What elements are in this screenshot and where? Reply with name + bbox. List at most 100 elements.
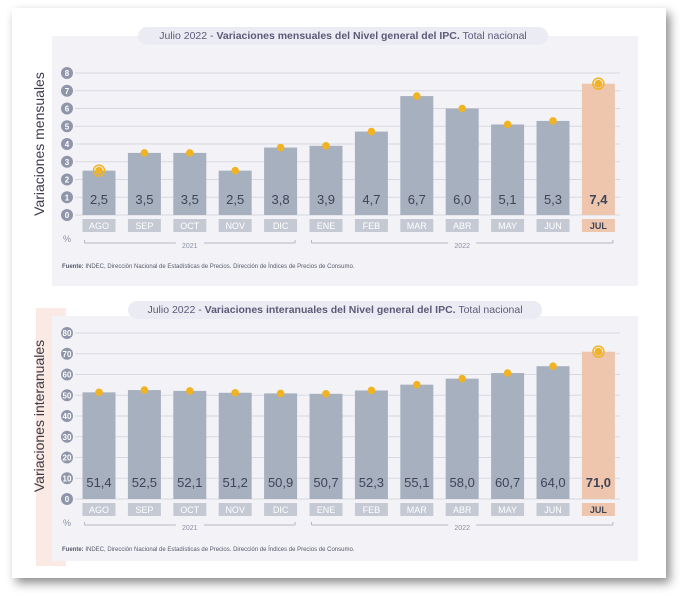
category-label: JUL xyxy=(590,505,608,515)
category-label: MAY xyxy=(498,505,517,515)
category-label-bg xyxy=(491,503,525,516)
y-tick-circle xyxy=(61,472,73,485)
y-tick-circle xyxy=(61,155,73,168)
y-tick-circle xyxy=(61,102,73,115)
category-label: ENE xyxy=(317,221,336,231)
value-label: 7,4 xyxy=(589,192,608,207)
category-label: SEP xyxy=(135,221,153,231)
value-label: 58,0 xyxy=(450,475,475,490)
y-tick-circle xyxy=(61,67,73,79)
category-label-bg xyxy=(491,219,525,232)
data-marker xyxy=(95,388,103,397)
year-label: 2021 xyxy=(182,243,198,250)
year-label-bg xyxy=(175,241,204,250)
data-marker xyxy=(186,149,194,157)
category-label: FEB xyxy=(363,221,381,231)
source-label: Fuente: xyxy=(62,264,84,270)
chart-title-pill xyxy=(138,27,548,45)
title-suffix: Total nacional xyxy=(456,304,523,316)
value-label: 71,0 xyxy=(586,475,611,490)
value-label: 52,1 xyxy=(177,475,202,490)
bar xyxy=(264,393,298,499)
y-tick-label: 70 xyxy=(63,350,72,359)
category-label-bg xyxy=(264,503,298,516)
data-marker xyxy=(322,141,330,150)
data-marker xyxy=(140,149,149,157)
y-tick-label: 0 xyxy=(65,495,70,504)
source-text: INDEC, Dirección Nacional de Estadística… xyxy=(84,546,355,553)
value-label: 4,7 xyxy=(362,192,380,207)
category-label: ABR xyxy=(453,505,472,515)
category-label-bg xyxy=(400,503,434,516)
y-tick-circle xyxy=(61,173,73,186)
data-marker xyxy=(231,388,239,397)
category-label-bg xyxy=(82,503,116,516)
data-marker xyxy=(140,386,149,394)
bar xyxy=(445,108,479,215)
y-tick-circle xyxy=(61,493,73,505)
monthly-chart: Julio 2022 - Variaciones mensuales del N… xyxy=(31,27,638,286)
y-tick-circle xyxy=(61,327,73,339)
data-marker xyxy=(276,389,285,398)
year-label-bg xyxy=(448,523,477,532)
category-label-bg xyxy=(445,503,479,516)
data-marker xyxy=(503,120,512,129)
y-tick-label: 40 xyxy=(63,412,72,421)
yearly-chart: Julio 2022 - Variaciones interanuales de… xyxy=(31,301,638,566)
y-tick-label: 1 xyxy=(65,193,70,202)
y-tick-label: 4 xyxy=(65,140,70,149)
y-tick-circle xyxy=(61,410,73,422)
bar xyxy=(309,393,343,499)
category-label-bg xyxy=(127,503,161,516)
category-label-bg xyxy=(218,219,252,232)
bar xyxy=(536,366,570,499)
y-tick-label: 10 xyxy=(63,474,72,483)
data-marker xyxy=(549,117,557,125)
category-label-bg xyxy=(309,503,343,516)
title-prefix: Julio 2022 - xyxy=(147,304,204,316)
category-label: ENE xyxy=(317,505,336,515)
y-axis-label: Variaciones mensuales xyxy=(31,72,47,216)
bar xyxy=(400,384,434,499)
unit-label: % xyxy=(63,234,71,244)
data-marker xyxy=(367,127,376,136)
category-label-bg xyxy=(173,219,207,232)
y-tick-circle xyxy=(61,368,73,381)
bar xyxy=(173,390,207,499)
marker-ring xyxy=(592,345,605,358)
bar xyxy=(309,145,343,215)
chart-title-pill xyxy=(128,301,542,319)
y-tick-label: 7 xyxy=(65,87,70,96)
category-label: MAR xyxy=(407,221,428,231)
source-label: Fuente: xyxy=(62,547,84,553)
bar xyxy=(400,96,434,215)
year-label: 2022 xyxy=(454,525,470,532)
y-tick-circle xyxy=(61,84,73,97)
value-label: 3,5 xyxy=(181,192,199,207)
bar xyxy=(354,131,388,215)
bar xyxy=(82,392,116,499)
bar xyxy=(445,378,479,499)
category-label: NOV xyxy=(225,221,245,231)
category-label: AGO xyxy=(89,505,109,515)
y-tick-label: 8 xyxy=(65,69,70,78)
year-label-bg xyxy=(448,241,477,250)
category-label-bg xyxy=(581,219,615,232)
bar xyxy=(536,120,570,215)
data-marker xyxy=(413,380,421,389)
value-label: 52,5 xyxy=(132,475,157,490)
value-label: 3,8 xyxy=(272,192,290,207)
category-label-bg xyxy=(264,219,298,232)
category-label-bg xyxy=(127,219,161,232)
category-label-bg xyxy=(581,503,615,516)
category-label-bg xyxy=(309,219,343,232)
category-label: DIC xyxy=(273,221,289,231)
title-suffix: Total nacional xyxy=(460,30,527,42)
y-tick-label: 3 xyxy=(65,158,70,167)
category-label: DIC xyxy=(273,505,289,515)
category-label-bg xyxy=(354,503,388,516)
source-note: Fuente: INDEC, Dirección Nacional de Est… xyxy=(62,546,355,553)
category-label: NOV xyxy=(225,505,245,515)
category-label-bg xyxy=(354,219,388,232)
data-marker xyxy=(276,143,285,152)
